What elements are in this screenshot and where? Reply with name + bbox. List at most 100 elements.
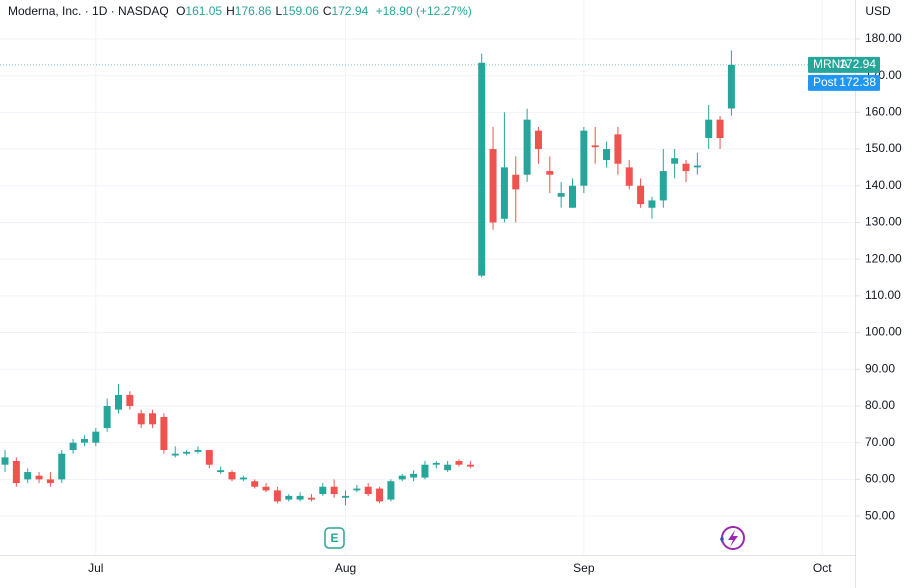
candle-body [376,488,384,502]
price-label-name: Post [813,75,838,89]
candle-body [546,171,554,175]
candle-body [637,185,645,205]
candle-body [523,119,531,175]
candle-body [205,450,213,465]
candle-body [705,119,713,139]
candle-body [614,134,622,164]
candle-body [421,464,429,478]
x-tick-label: Aug [335,561,356,575]
header: Moderna, Inc. · 1D · NASDAQ O161.05 H176.… [8,4,472,18]
change-pct: (+12.27%) [415,4,472,18]
candle-body [353,488,361,491]
y-tick-label: 50.00 [865,508,895,522]
price-label-value: 172.94 [839,57,876,71]
candle-body [137,413,145,425]
candle-body [103,405,111,428]
ohlc-value: 161.05 [185,4,223,18]
candle-body [285,495,293,500]
candle-body [580,130,588,186]
y-tick-label: 110.00 [865,288,901,302]
lightning-icon[interactable] [720,526,745,550]
candle-body [512,174,520,190]
y-tick-label: 130.00 [865,215,902,229]
candle-body [682,163,690,172]
icon-sparkle [720,535,724,543]
price-label-value: 172.38 [839,75,876,89]
change: +18.90 [375,4,413,18]
y-tick-label: 160.00 [865,104,902,118]
candle-body [149,413,157,425]
candle-body [92,431,100,443]
candle-body [398,475,406,480]
candle-body [591,145,599,148]
candle-body [330,486,338,495]
ohlc-key: O [176,4,186,18]
earnings-label: E [330,531,338,545]
candle-body [659,171,667,201]
candle-body [183,451,191,454]
y-tick-label: 140.00 [865,178,902,192]
candle-body [387,481,395,500]
y-tick-label: 180.00 [865,31,902,45]
x-tick-label: Oct [813,561,832,575]
ohlc-value: 176.86 [234,4,272,18]
ohlc-key: C [322,4,332,18]
candle-body [693,165,701,168]
x-tick-label: Jul [88,561,103,575]
candle-body [410,473,418,478]
candle-body [466,464,474,467]
candles [1,50,735,506]
candle-body [534,130,542,150]
candle-body [500,167,508,219]
candle-body [296,495,304,500]
candle-body [273,490,281,502]
candle-body [35,475,43,480]
y-tick-label: 100.00 [865,325,902,339]
currency: USD [865,4,891,18]
candle-body [455,461,463,465]
candle-body [671,158,679,164]
candle-body [126,394,134,406]
candle-body [46,479,54,484]
candle-body [478,62,486,276]
price-label-name: MRNA [813,57,848,71]
candle-body [307,497,315,500]
grid [0,0,855,555]
candle-body [24,472,32,480]
ohlc-key: L [275,4,283,18]
candle-body [319,486,327,495]
candle-body [251,481,259,487]
candle-body [12,461,20,484]
ohlc-value: 159.06 [282,4,319,18]
candle-body [569,185,576,208]
candle-body [262,486,270,491]
candle-body [557,193,565,197]
x-tick-label: Sep [573,561,595,575]
ohlc: O161.05 H176.86 L159.06 C172.94 [172,4,368,18]
candle-body [489,149,497,223]
candle-body [239,477,247,480]
icon-bolt [728,530,738,547]
candle-body [160,416,168,451]
earnings-box [324,527,345,549]
candle-body [625,167,633,186]
candle-body [228,472,236,480]
y-tick-label: 80.00 [865,398,895,412]
candle-body [603,149,611,161]
candle-body [727,64,735,109]
y-tick-label: 70.00 [865,435,895,449]
candle-body [115,394,122,410]
y-tick-label: 120.00 [865,251,902,265]
price-label-box [808,56,880,73]
ohlc-value: 172.94 [331,4,369,18]
candle-body [194,450,202,452]
candle-body [217,470,225,473]
y-tick-label: 150.00 [865,141,902,155]
symbol-name: Moderna, Inc. · 1D · NASDAQ [8,4,169,18]
price-label-box [808,74,880,91]
candle-body [69,442,77,451]
candle-body [80,439,88,443]
earnings-marker: E [324,527,345,549]
